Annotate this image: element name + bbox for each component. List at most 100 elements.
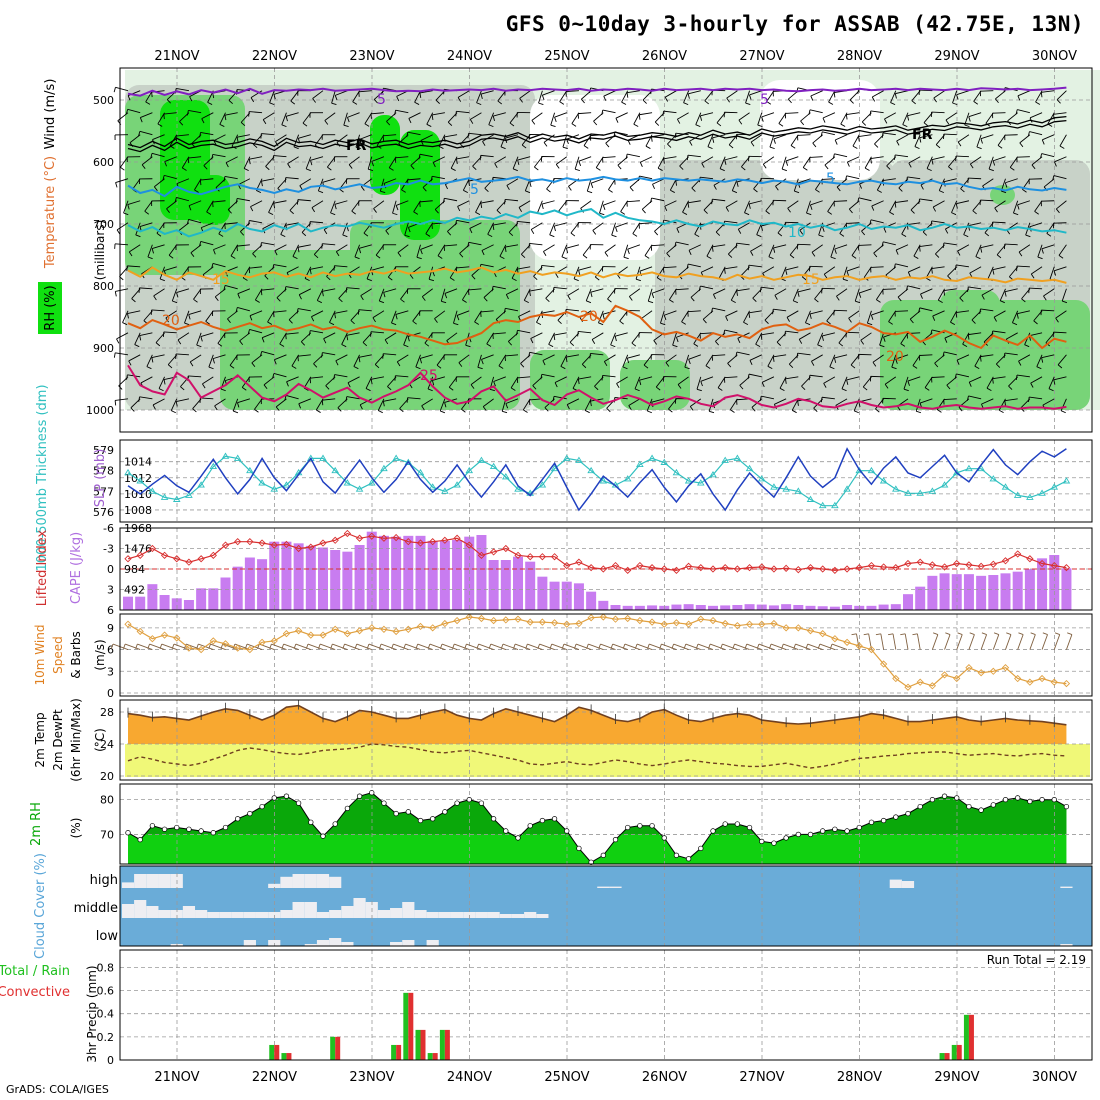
wind-barb [1061, 288, 1067, 302]
wind-barb-flag [891, 366, 897, 370]
wind-barb-flag [620, 211, 626, 215]
wind-barb [238, 178, 251, 186]
li-point [246, 538, 254, 546]
cloud-cell-middle [390, 908, 403, 918]
cape-bar [269, 541, 280, 610]
cloud-sky [120, 866, 1092, 946]
wind-barb-flag [489, 388, 495, 392]
wind-barb [334, 310, 348, 314]
cloud-cell-low [341, 942, 354, 946]
wind-barb [421, 398, 433, 407]
wind-barb-flag [305, 168, 311, 172]
rh-point [198, 828, 204, 834]
wind-barb [305, 156, 312, 170]
wind-barb-flag [689, 140, 693, 146]
wind-barb [1008, 266, 1019, 278]
wind-barb-flag [552, 287, 555, 293]
wind-barb [774, 288, 787, 296]
wind-barb-flag [833, 92, 836, 98]
wind-barb [1041, 153, 1055, 158]
wind-barb-flag [464, 643, 467, 649]
wind-barb-flag [521, 253, 526, 259]
wind-barb-flag [930, 220, 933, 226]
wind-barb [1041, 90, 1055, 93]
thickness-point [550, 464, 559, 472]
wind-barb-flag [427, 643, 431, 649]
wind-barb [419, 90, 433, 94]
wind-barb-flag [732, 643, 735, 649]
li-point [1038, 559, 1046, 568]
wind-barb-flag [227, 209, 232, 214]
wind-barb-flag [441, 300, 447, 304]
wind-barb-flag [536, 321, 542, 326]
wind-barb-flag [302, 122, 308, 127]
wind-barb [307, 643, 324, 650]
wind-barb-flag [235, 198, 238, 204]
wind-barb-flag [737, 338, 741, 344]
wind-barb-flag [199, 132, 201, 138]
wind-barb-flag [752, 297, 757, 302]
li-point [831, 566, 839, 575]
wind-barb [200, 178, 214, 181]
wind-barb [393, 643, 409, 650]
wind-barb [770, 643, 787, 650]
wind-barb [664, 90, 677, 98]
wind-barb [1053, 112, 1067, 115]
wind-barb-flag [900, 343, 906, 347]
wind-barb [1017, 634, 1024, 650]
rh-point [381, 800, 387, 806]
cape-bar [488, 560, 499, 610]
wind-barb [517, 220, 531, 224]
wind-barb [273, 155, 287, 158]
wind-barb-flag [656, 277, 662, 281]
wind-barb [830, 244, 836, 258]
cloud-cell-middle [536, 914, 549, 918]
wind-barb [358, 90, 372, 93]
wind-barb [785, 112, 799, 114]
wind-barb [598, 310, 604, 324]
wind-barb-flag [580, 98, 585, 104]
cape-bar [793, 605, 804, 610]
cloud-cell-low [304, 944, 317, 946]
wind-barb-flag [338, 298, 343, 303]
rh-point [1039, 797, 1045, 803]
wind-barb [729, 398, 738, 410]
cloud-cell-middle [426, 912, 439, 918]
wind-barb-flag [994, 207, 998, 213]
wind-barb [249, 329, 263, 334]
rh-point [369, 790, 375, 796]
wind-barb [574, 156, 580, 170]
wind-barb-flag [219, 123, 225, 127]
wind-barb-flag [562, 146, 568, 150]
wind-barb [980, 244, 994, 249]
wind-barb-flag [723, 330, 726, 336]
thickness-point [246, 466, 254, 474]
wind-barb [848, 310, 860, 319]
wind-barb-flag [861, 121, 867, 126]
wind-barb-flag [772, 356, 775, 362]
wind-barb-flag [601, 109, 604, 115]
wind-barb-flag [846, 161, 850, 167]
wind-barb-flag [682, 211, 688, 215]
cape-bar [1037, 558, 1048, 610]
thickness-tick: 576 [93, 506, 114, 519]
wind-barb-flag [634, 388, 640, 392]
wind-barb [1056, 90, 1067, 101]
cape-bar [525, 561, 536, 610]
wind-barb [505, 134, 519, 139]
rh-point [454, 800, 460, 806]
wind-barb [802, 156, 811, 168]
wind-barb [571, 112, 580, 124]
wind-barb [468, 288, 482, 291]
li-point [282, 540, 291, 549]
wind-barb [295, 643, 311, 650]
day-label: 22NOV [252, 1070, 297, 1085]
wind-barb-flag [399, 408, 404, 413]
wind-barb [920, 288, 933, 295]
wind-barb [400, 288, 409, 300]
wind-barb-flag [787, 207, 791, 213]
wind-barb-flag [127, 313, 129, 319]
wind-barb-flag [147, 256, 153, 260]
wind-barb [907, 112, 921, 117]
wind-barb-flag [120, 166, 125, 171]
